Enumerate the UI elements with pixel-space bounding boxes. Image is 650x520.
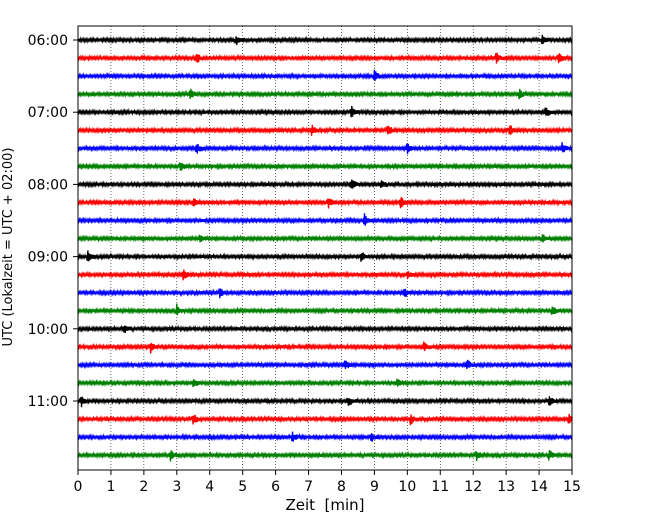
x-tick-label: 14: [530, 479, 548, 495]
trace-0600: [77, 34, 573, 46]
x-tick-label: 8: [337, 479, 346, 495]
x-tick-label: 12: [464, 479, 482, 495]
y-axis-ticks: 06:00 07:00 08:00 09:00 10:00 11:00: [28, 33, 78, 410]
y-tick-label: 09:00: [28, 250, 68, 266]
trace-0615: [77, 52, 573, 64]
x-tick-label: 6: [271, 479, 280, 495]
trace-0745: [77, 162, 573, 171]
trace-0730: [77, 142, 573, 155]
y-axis-label: UTC (Lokalzeit = UTC + 02:00): [1, 148, 16, 347]
x-tick-label: 13: [497, 479, 515, 495]
x-tick-label: 0: [74, 479, 83, 495]
trace-0915: [77, 269, 573, 281]
vertical-gridlines: [110, 26, 540, 470]
trace-0900: [77, 250, 573, 262]
trace-1130: [77, 431, 573, 442]
trace-0645: [77, 88, 573, 100]
trace-0930: [77, 288, 573, 299]
trace-0845: [77, 234, 573, 243]
trace-0800: [77, 179, 573, 189]
x-tick-label: 11: [431, 479, 449, 495]
trace-0700: [77, 105, 573, 118]
trace-0945: [77, 303, 573, 316]
trace-1015: [77, 341, 573, 354]
x-axis-ticks: 0 1 2 3 4 5 6 7 8 9 10 11 12 13 14 15: [74, 470, 581, 495]
x-tick-label: 4: [205, 479, 214, 495]
trace-1000: [77, 324, 573, 334]
trace-0815: [77, 197, 573, 209]
plot-frame: [77, 25, 573, 471]
y-tick-label: 07:00: [28, 105, 68, 121]
trace-1115: [77, 413, 573, 426]
y-tick-label: 10:00: [28, 322, 68, 338]
trace-0630: [77, 69, 573, 81]
y-tick-label: 08:00: [28, 177, 68, 193]
trace-1100: [77, 396, 573, 408]
x-axis-label: Zeit [min]: [285, 496, 364, 514]
x-tick-label: 2: [139, 479, 148, 495]
x-tick-label: 7: [304, 479, 313, 495]
x-tick-label: 1: [106, 479, 115, 495]
trace-1030: [77, 359, 573, 370]
x-tick-label: 9: [370, 479, 379, 495]
trace-1145: [77, 450, 573, 462]
y-tick-label: 11:00: [28, 394, 68, 410]
trace-1045: [77, 378, 573, 388]
x-tick-label: 15: [563, 479, 581, 495]
seismic-traces: [77, 34, 573, 462]
trace-0715: [77, 124, 573, 136]
trace-0830: [77, 213, 573, 226]
x-tick-label: 5: [238, 479, 247, 495]
x-tick-label: 10: [398, 479, 416, 495]
y-tick-label: 06:00: [28, 33, 68, 49]
x-tick-label: 3: [172, 479, 181, 495]
